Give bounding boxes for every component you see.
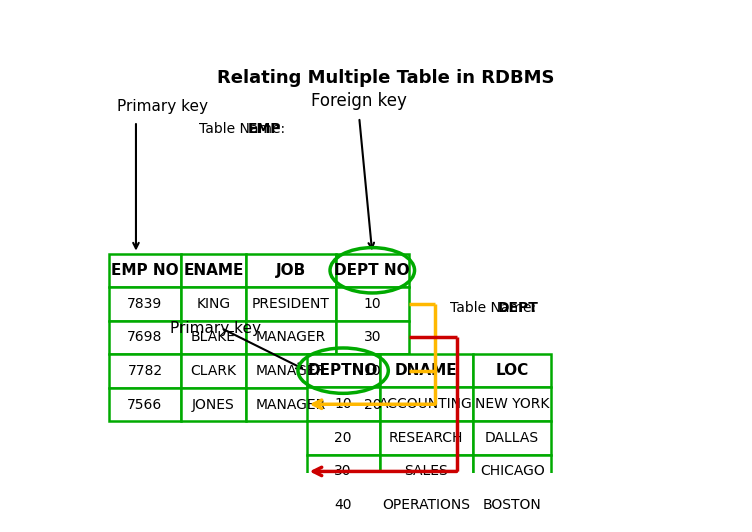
Text: 10: 10: [363, 297, 381, 311]
Bar: [380, 387, 473, 421]
Text: KING: KING: [196, 297, 231, 311]
Text: Relating Multiple Table in RDBMS: Relating Multiple Table in RDBMS: [217, 69, 554, 87]
Text: RESEARCH: RESEARCH: [389, 431, 463, 445]
Text: DEPT NO: DEPT NO: [335, 263, 410, 278]
Bar: [108, 388, 181, 421]
Text: 7839: 7839: [127, 297, 162, 311]
Bar: [245, 354, 336, 388]
Bar: [181, 321, 245, 354]
Text: PRESIDENT: PRESIDENT: [252, 297, 329, 311]
Text: MANAGER: MANAGER: [256, 397, 326, 412]
Bar: [380, 421, 473, 455]
Text: Table Name:: Table Name:: [450, 301, 540, 314]
Text: Table Name:: Table Name:: [199, 122, 290, 136]
Bar: [108, 254, 181, 287]
Text: DEPT: DEPT: [498, 301, 538, 314]
Bar: [307, 421, 380, 455]
Text: 20: 20: [363, 397, 381, 412]
Text: JOB: JOB: [275, 263, 306, 278]
Bar: [473, 455, 551, 488]
Bar: [473, 488, 551, 522]
Text: Foreign key: Foreign key: [311, 92, 407, 110]
Bar: [336, 354, 409, 388]
Text: SALES: SALES: [405, 464, 448, 478]
Text: CHICAGO: CHICAGO: [480, 464, 544, 478]
Text: Primary key: Primary key: [117, 99, 208, 114]
Bar: [380, 455, 473, 488]
Text: JONES: JONES: [192, 397, 235, 412]
Bar: [245, 388, 336, 421]
Text: Primary key: Primary key: [170, 321, 261, 336]
Text: ACCOUNTING: ACCOUNTING: [379, 397, 473, 411]
Text: OPERATIONS: OPERATIONS: [382, 498, 470, 512]
Bar: [307, 488, 380, 522]
Text: 7566: 7566: [127, 397, 162, 412]
Text: BOSTON: BOSTON: [483, 498, 541, 512]
Bar: [181, 287, 245, 321]
Bar: [336, 287, 409, 321]
Bar: [108, 321, 181, 354]
Text: BLAKE: BLAKE: [191, 330, 236, 345]
Text: EMP NO: EMP NO: [111, 263, 179, 278]
Bar: [307, 455, 380, 488]
Text: DNAME: DNAME: [395, 363, 457, 378]
Bar: [181, 388, 245, 421]
Text: DALLAS: DALLAS: [485, 431, 539, 445]
Bar: [307, 354, 380, 387]
Text: 20: 20: [335, 431, 352, 445]
Text: 7698: 7698: [127, 330, 162, 345]
Text: MANAGER: MANAGER: [256, 330, 326, 345]
Text: CLARK: CLARK: [190, 364, 236, 378]
Text: 30: 30: [335, 464, 352, 478]
Text: DEPTNO: DEPTNO: [308, 363, 378, 378]
Bar: [336, 321, 409, 354]
Text: LOC: LOC: [496, 363, 529, 378]
Bar: [336, 388, 409, 421]
Bar: [181, 254, 245, 287]
Text: NEW YORK: NEW YORK: [475, 397, 550, 411]
Bar: [245, 254, 336, 287]
Bar: [380, 354, 473, 387]
Bar: [336, 254, 409, 287]
Bar: [473, 354, 551, 387]
Text: EMP: EMP: [247, 122, 280, 136]
Text: 10: 10: [363, 364, 381, 378]
Bar: [307, 387, 380, 421]
Bar: [473, 387, 551, 421]
Text: ENAME: ENAME: [183, 263, 244, 278]
Text: 30: 30: [363, 330, 381, 345]
Text: 7782: 7782: [127, 364, 162, 378]
Bar: [380, 488, 473, 522]
Bar: [245, 321, 336, 354]
Bar: [473, 421, 551, 455]
Bar: [108, 287, 181, 321]
Text: 10: 10: [335, 397, 352, 411]
Bar: [245, 287, 336, 321]
Text: 40: 40: [335, 498, 352, 512]
Bar: [181, 354, 245, 388]
Text: MANAGER: MANAGER: [256, 364, 326, 378]
Bar: [108, 354, 181, 388]
